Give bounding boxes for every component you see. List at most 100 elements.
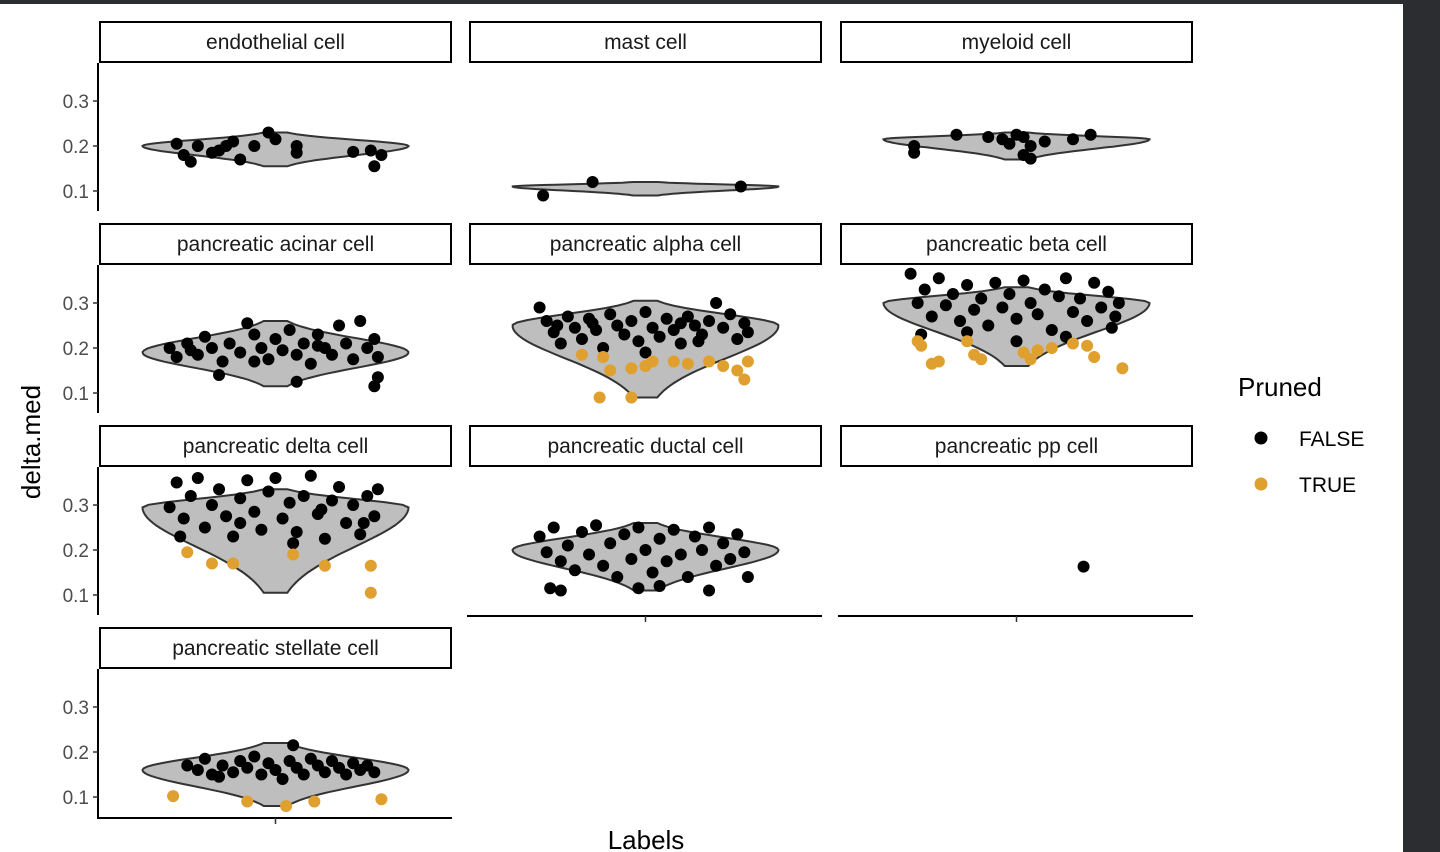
data-point-false — [611, 319, 624, 332]
data-point-false — [290, 348, 303, 361]
data-point-false — [347, 499, 360, 511]
legend-key-true — [1254, 477, 1268, 491]
data-point-false — [724, 308, 737, 321]
y-tick-label: 0.3 — [63, 92, 89, 113]
data-point-false — [205, 499, 218, 511]
data-point-false — [1052, 290, 1065, 303]
data-point-true — [625, 362, 638, 375]
data-point-false — [554, 555, 567, 568]
data-point-false — [290, 146, 303, 159]
data-point-true — [181, 546, 194, 559]
violin-shape — [511, 181, 780, 197]
y-tick-label: 0.1 — [63, 182, 89, 203]
data-point-false — [568, 321, 581, 334]
data-point-false — [1038, 283, 1051, 296]
data-point-true — [593, 391, 606, 404]
data-point-false — [734, 180, 747, 193]
facet-panel: pancreatic delta cell 0.1 0.2 0.3 — [63, 425, 452, 615]
data-point-false — [297, 337, 310, 350]
data-point-false — [241, 761, 254, 774]
data-point-false — [653, 532, 666, 545]
data-point-true — [167, 790, 180, 803]
data-point-false — [710, 297, 723, 309]
data-point-false — [540, 546, 553, 559]
y-tick-label: 0.2 — [63, 743, 89, 764]
data-point-false — [590, 519, 603, 532]
data-point-false — [311, 328, 324, 341]
data-point-false — [1038, 135, 1051, 148]
facet-strip-label: pancreatic stellate cell — [172, 637, 379, 660]
data-point-false — [248, 750, 261, 763]
facet-strip-label: pancreatic alpha cell — [550, 233, 741, 256]
data-point-false — [287, 537, 300, 550]
data-point-false — [1010, 312, 1023, 325]
data-point-false — [568, 564, 581, 577]
data-point-true — [308, 795, 321, 808]
data-point-false — [1024, 152, 1037, 165]
data-point-false — [213, 483, 226, 496]
data-point-true — [241, 795, 254, 808]
data-point-false — [333, 319, 346, 332]
data-point-false — [248, 328, 261, 341]
y-tick-label: 0.3 — [63, 698, 89, 719]
data-point-false — [177, 512, 190, 525]
data-point-false — [533, 530, 546, 543]
data-point-false — [375, 149, 388, 161]
data-point-false — [269, 764, 282, 776]
data-point-false — [371, 351, 384, 363]
data-point-false — [371, 371, 384, 384]
data-point-false — [340, 337, 353, 350]
data-point-false — [223, 337, 236, 350]
data-point-true — [575, 348, 588, 361]
facet-strip-label: pancreatic delta cell — [183, 435, 369, 458]
data-point-false — [354, 528, 367, 541]
data-point-true — [915, 339, 928, 352]
data-point-true — [738, 373, 751, 386]
data-point-false — [216, 759, 229, 772]
data-point-false — [198, 521, 211, 534]
data-point-false — [639, 306, 652, 318]
data-point-false — [533, 301, 546, 314]
data-point-false — [618, 328, 631, 341]
data-point-false — [269, 133, 282, 146]
facet-panel: pancreatic acinar cell 0.1 0.2 0.3 — [63, 223, 452, 413]
data-point-false — [255, 768, 268, 781]
data-point-false — [632, 582, 645, 595]
data-point-false — [551, 319, 564, 332]
data-point-false — [248, 140, 261, 152]
data-point-false — [1059, 272, 1072, 285]
data-point-false — [604, 308, 617, 321]
legend-label-true: TRUE — [1299, 474, 1356, 497]
data-point-false — [283, 324, 296, 336]
data-point-false — [653, 580, 666, 592]
data-point-false — [333, 481, 346, 493]
data-point-false — [368, 333, 381, 345]
data-point-false — [554, 584, 567, 597]
data-point-false — [220, 510, 233, 523]
facet-panel: pancreatic alpha cell — [469, 223, 822, 404]
data-point-false — [276, 344, 289, 357]
data-point-false — [371, 483, 384, 496]
data-point-false — [311, 339, 324, 352]
violin-shape — [511, 522, 780, 592]
data-point-false — [227, 530, 240, 543]
data-point-false — [234, 517, 247, 529]
data-point-false — [163, 342, 176, 354]
y-tick-label: 0.2 — [63, 339, 89, 360]
data-point-false — [227, 135, 240, 148]
data-point-false — [170, 476, 183, 489]
data-point-false — [269, 333, 282, 345]
data-point-false — [646, 321, 659, 334]
data-point-false — [304, 469, 317, 482]
data-point-false — [961, 326, 974, 339]
data-point-false — [575, 526, 588, 538]
data-point-false — [205, 342, 218, 354]
data-point-false — [544, 582, 557, 595]
legend: Pruned FALSE TRUE — [1238, 372, 1364, 497]
data-point-false — [287, 739, 300, 752]
data-point-false — [347, 353, 360, 366]
data-point-false — [681, 571, 694, 583]
data-point-false — [554, 337, 567, 350]
data-point-false — [738, 317, 751, 330]
data-point-false — [191, 140, 204, 152]
